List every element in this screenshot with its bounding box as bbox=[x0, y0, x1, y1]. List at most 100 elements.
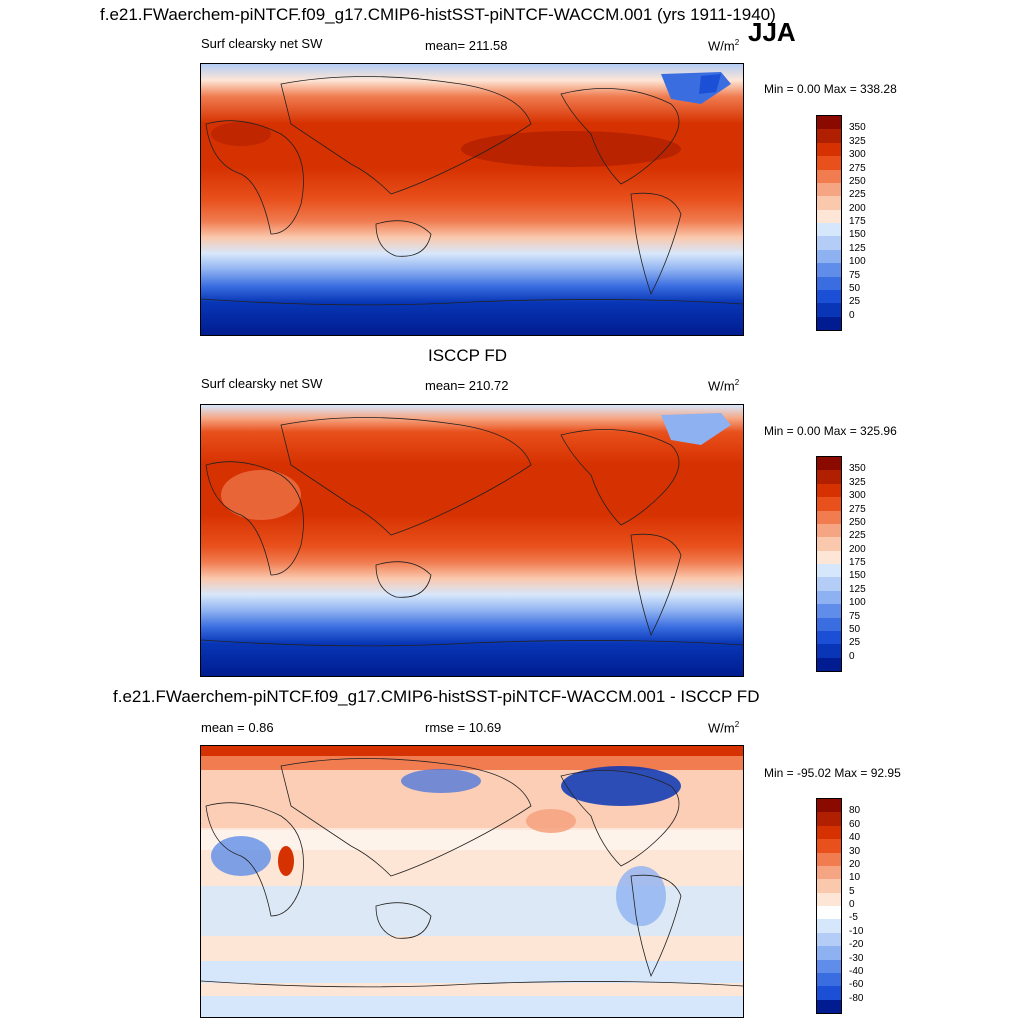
colorbar-tick-label: 275 bbox=[849, 162, 866, 174]
panel3-rmse: rmse = 10.69 bbox=[425, 720, 502, 735]
colorbar-tick-label: 175 bbox=[849, 557, 866, 568]
colorbar-tick-label: 75 bbox=[849, 610, 861, 622]
colorbar-segment bbox=[817, 457, 841, 471]
colorbar-segment bbox=[817, 959, 841, 973]
colorbar-segment bbox=[817, 483, 841, 498]
panel1-mean: mean= 211.58 bbox=[425, 38, 508, 53]
colorbar-tick-label: 25 bbox=[849, 637, 861, 649]
colorbar-tick-label: 20 bbox=[849, 858, 861, 870]
colorbar-segment bbox=[817, 182, 841, 197]
main-title: f.e21.FWaerchem-piNTCF.f09_g17.CMIP6-his… bbox=[100, 5, 776, 24]
colorbar-segment bbox=[817, 236, 841, 250]
panel3-mean: mean = 0.86 bbox=[201, 720, 274, 735]
colorbar-segment bbox=[817, 892, 841, 906]
panel2-colorbar bbox=[816, 456, 842, 672]
colorbar-segment bbox=[817, 129, 841, 143]
colorbar-tick-label: 200 bbox=[849, 543, 866, 555]
colorbar-tick-label: -60 bbox=[849, 979, 864, 991]
panel3-colorbar bbox=[816, 798, 842, 1014]
colorbar-segment bbox=[817, 919, 841, 933]
colorbar-tick-label: -30 bbox=[849, 952, 864, 964]
colorbar-tick-label: 50 bbox=[849, 282, 861, 294]
colorbar-segment bbox=[817, 630, 841, 645]
colorbar-segment bbox=[817, 289, 841, 304]
colorbar-tick-label: 0 bbox=[849, 650, 855, 662]
colorbar-segment bbox=[817, 470, 841, 484]
colorbar-segment bbox=[817, 276, 841, 290]
colorbar-segment bbox=[817, 906, 841, 920]
colorbar-segment bbox=[817, 209, 841, 223]
panel1-units: W/m2 bbox=[708, 38, 740, 54]
panel2-variable: Surf clearsky net SW bbox=[201, 376, 323, 391]
colorbar-segment bbox=[817, 537, 841, 551]
colorbar-tick-label: 350 bbox=[849, 122, 866, 134]
colorbar-tick-label: 350 bbox=[849, 463, 866, 475]
colorbar-segment bbox=[817, 644, 841, 658]
panel1-colorbar bbox=[816, 115, 842, 331]
colorbar-tick-label: 0 bbox=[849, 899, 855, 910]
colorbar-segment bbox=[817, 223, 841, 237]
colorbar-segment bbox=[817, 156, 841, 170]
colorbar-segment bbox=[817, 986, 841, 1000]
colorbar-tick-label: 100 bbox=[849, 597, 866, 609]
colorbar-segment bbox=[817, 510, 841, 524]
panel1-map bbox=[200, 63, 744, 336]
colorbar-segment bbox=[817, 932, 841, 947]
colorbar-segment bbox=[817, 799, 841, 813]
colorbar-segment bbox=[817, 142, 841, 157]
colorbar-segment bbox=[817, 169, 841, 183]
panel3-minmax: Min = -95.02 Max = 92.95 bbox=[764, 766, 901, 780]
colorbar-tick-label: 30 bbox=[849, 845, 861, 857]
colorbar-tick-label: 325 bbox=[849, 476, 866, 488]
colorbar-tick-label: 100 bbox=[849, 256, 866, 268]
colorbar-segment bbox=[817, 879, 841, 893]
colorbar-tick-label: 150 bbox=[849, 229, 866, 241]
colorbar-segment bbox=[817, 657, 841, 671]
colorbar-tick-label: 150 bbox=[849, 570, 866, 582]
colorbar-segment bbox=[817, 497, 841, 511]
colorbar-segment bbox=[817, 263, 841, 277]
colorbar-tick-label: 125 bbox=[849, 242, 866, 254]
colorbar-segment bbox=[817, 196, 841, 210]
colorbar-segment bbox=[817, 303, 841, 317]
panel1-minmax: Min = 0.00 Max = 338.28 bbox=[764, 82, 897, 96]
colorbar-tick-label: 225 bbox=[849, 530, 866, 542]
panel2-map bbox=[200, 404, 744, 677]
colorbar-tick-label: 80 bbox=[849, 805, 861, 817]
panel3-units: W/m2 bbox=[708, 720, 740, 736]
colorbar-tick-label: 60 bbox=[849, 818, 861, 830]
panel2-title: ISCCP FD bbox=[428, 346, 508, 365]
colorbar-tick-label: -20 bbox=[849, 939, 864, 951]
colorbar-tick-label: 225 bbox=[849, 189, 866, 201]
colorbar-segment bbox=[817, 999, 841, 1013]
panel2-units: W/m2 bbox=[708, 378, 740, 394]
colorbar-tick-label: 25 bbox=[849, 296, 861, 308]
colorbar-tick-label: 0 bbox=[849, 309, 855, 321]
colorbar-segment bbox=[817, 116, 841, 130]
colorbar-tick-label: 200 bbox=[849, 202, 866, 214]
colorbar-tick-label: 125 bbox=[849, 583, 866, 595]
colorbar-tick-label: -5 bbox=[849, 912, 858, 924]
colorbar-segment bbox=[817, 865, 841, 880]
colorbar-segment bbox=[817, 249, 841, 264]
panel3-map bbox=[200, 745, 744, 1018]
colorbar-segment bbox=[817, 839, 841, 853]
colorbar-tick-label: 250 bbox=[849, 516, 866, 528]
colorbar-segment bbox=[817, 550, 841, 564]
panel2-mean: mean= 210.72 bbox=[425, 378, 509, 393]
colorbar-tick-label: 75 bbox=[849, 269, 861, 281]
colorbar-segment bbox=[817, 946, 841, 960]
panel1-variable: Surf clearsky net SW bbox=[201, 36, 323, 51]
colorbar-tick-label: 250 bbox=[849, 175, 866, 187]
colorbar-tick-label: -80 bbox=[849, 992, 864, 1004]
colorbar-segment bbox=[817, 852, 841, 866]
colorbar-tick-label: 40 bbox=[849, 832, 861, 844]
season-label: JJA bbox=[748, 17, 796, 47]
colorbar-tick-label: 10 bbox=[849, 872, 861, 884]
colorbar-tick-label: 5 bbox=[849, 885, 855, 897]
panel3-title: f.e21.FWaerchem-piNTCF.f09_g17.CMIP6-his… bbox=[113, 687, 760, 706]
colorbar-tick-label: 300 bbox=[849, 149, 866, 161]
colorbar-segment bbox=[817, 590, 841, 605]
colorbar-segment bbox=[817, 617, 841, 631]
colorbar-tick-label: 275 bbox=[849, 503, 866, 515]
